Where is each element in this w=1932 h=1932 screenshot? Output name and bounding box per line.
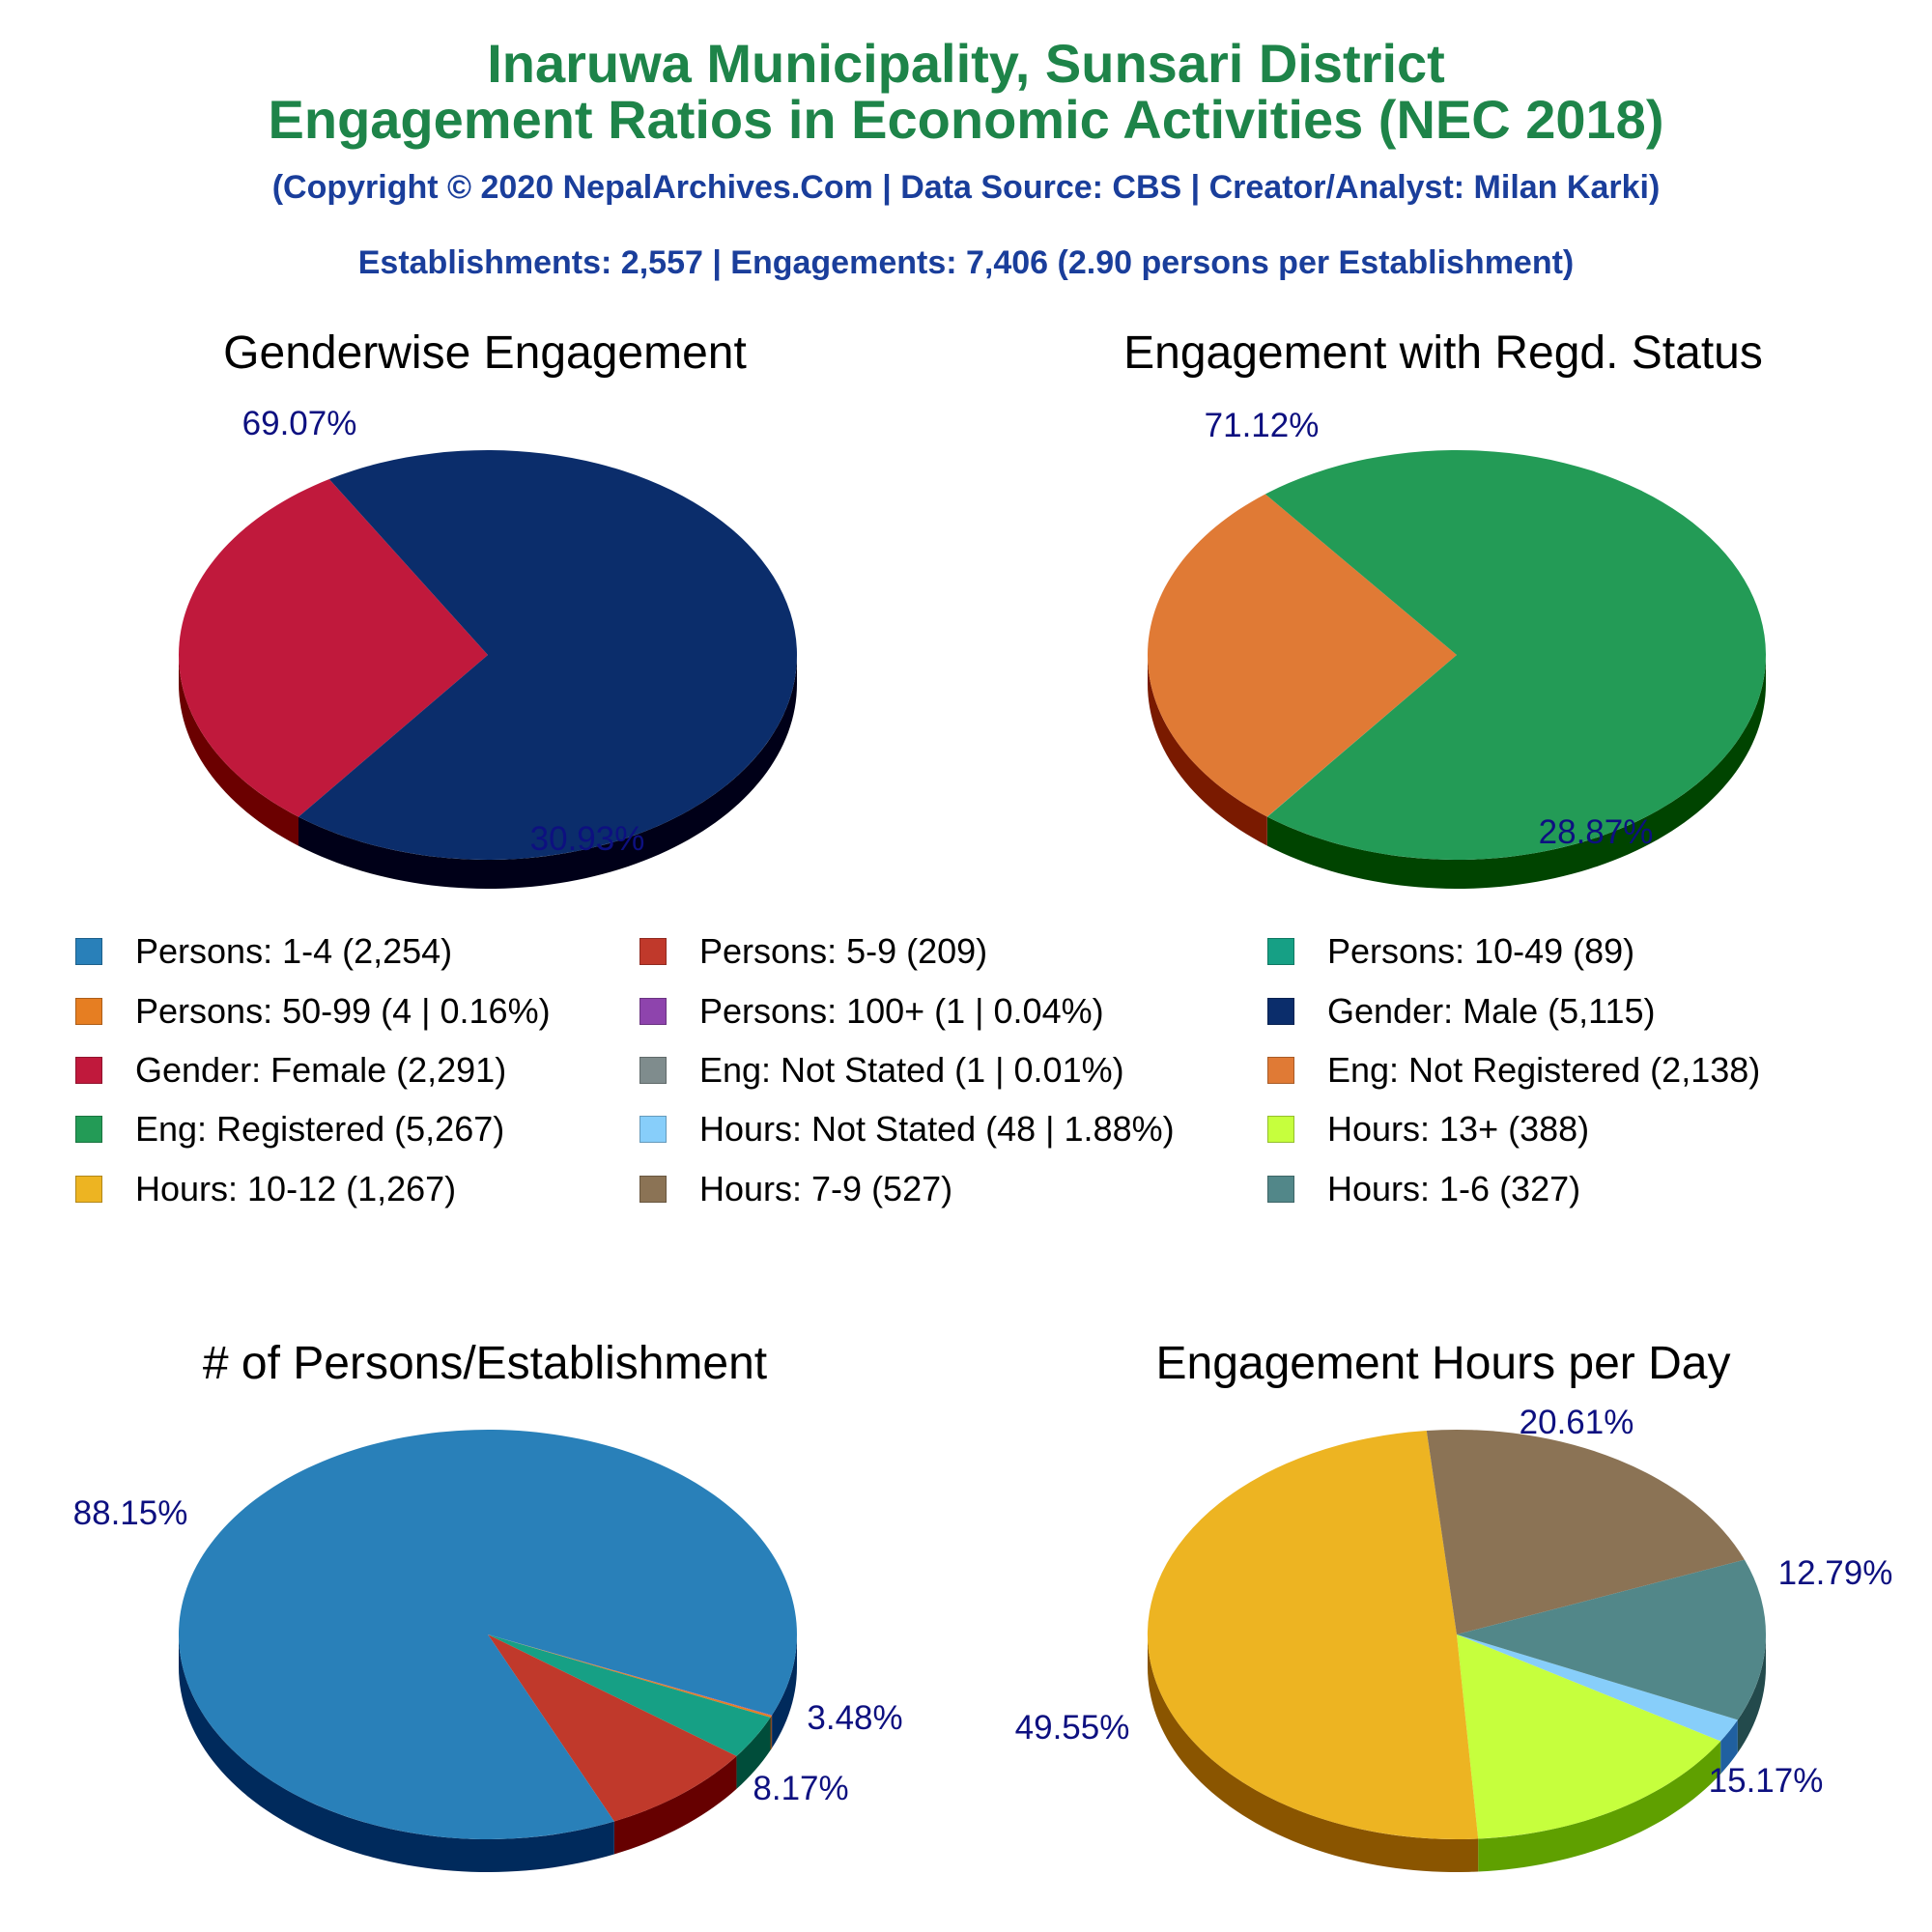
pie-side-eng-not-registered [1148,655,1267,846]
legend-label: Persons: 100+ (1 | 0.04%) [699,991,1104,1031]
persons-pie-title: # of Persons/Establishment [202,1338,768,1389]
legend-swatch [75,938,102,965]
pct-label-persons-5-9: 8.17% [753,1770,848,1807]
pie-side-eng-registered [1267,655,1766,889]
legend-label: Hours: 13+ (388) [1327,1109,1590,1149]
legend-label: Hours: 10-12 (1,267) [135,1169,457,1208]
pie-side-persons-1-4 [179,1634,614,1872]
legend-item: Hours: 1-6 (327) [1267,1165,1580,1213]
legend-item: Persons: 10-49 (89) [1267,927,1634,976]
legend-item: Eng: Registered (5,267) [75,1105,504,1153]
pct-label-hours-1-6: 12.79% [1778,1554,1893,1592]
pie-slice-hours-7-9 [1426,1429,1745,1634]
legend-swatch [1267,1057,1294,1084]
pie-slice-persons-50-99 [488,1634,772,1718]
pie-side-hours-1-6 [1737,1634,1766,1753]
pie-slice-eng-not-stated [1266,655,1457,817]
regd-status-pie-title: Engagement with Regd. Status [1123,327,1763,379]
legend-swatch [1267,998,1294,1025]
legend-label: Hours: 1-6 (327) [1327,1169,1581,1208]
chart-title-line-2: Engagement Ratios in Economic Activities… [268,89,1664,150]
legend-item: Hours: 13+ (388) [1267,1105,1589,1153]
legend-swatch [639,1176,667,1203]
pie-slice-persons-100 [488,1634,773,1717]
legend-label: Persons: 10-49 (89) [1327,931,1635,971]
legend: Persons: 1-4 (2,254) Persons: 5-9 (209) Pe… [0,927,1932,1236]
legend-label: Gender: Male (5,115) [1327,991,1656,1031]
legend-label: Eng: Not Stated (1 | 0.01%) [699,1050,1124,1090]
legend-label: Hours: 7-9 (527) [699,1169,953,1208]
legend-item: Gender: Female (2,291) [75,1046,506,1094]
legend-item: Eng: Not Registered (2,138) [1267,1046,1760,1094]
legend-swatch [75,1116,102,1143]
legend-swatch [1267,1176,1294,1203]
pie-slice-eng-not-registered [1147,494,1457,817]
pct-label-eng-registered: 71.12% [1205,407,1320,444]
legend-swatch [75,1057,102,1084]
legend-swatch [1267,938,1294,965]
pie-side-hours-10-12 [1148,1634,1479,1872]
pie-slice-persons-1-4 [178,1430,797,1840]
legend-label: Eng: Not Registered (2,138) [1327,1050,1761,1090]
pct-label-gender-female: 30.93% [530,820,645,858]
pie-side-persons-10-49 [736,1717,771,1789]
legend-label: Eng: Registered (5,267) [135,1109,505,1149]
legend-label: Hours: Not Stated (48 | 1.88%) [699,1109,1175,1149]
legend-swatch [639,1057,667,1084]
legend-swatch [639,1116,667,1143]
legend-swatch [1267,1116,1294,1143]
legend-item: Hours: Not Stated (48 | 1.88%) [639,1105,1175,1153]
persons-pie: 3.48% 8.17% 88.15% [73,1430,903,1872]
legend-swatch [639,938,667,965]
pie-slice-hours-13 [1457,1634,1721,1839]
legend-label: Persons: 5-9 (209) [699,931,988,971]
summary-stats: Establishments: 2,557 | Engagements: 7,4… [357,244,1575,281]
legend-item: Eng: Not Stated (1 | 0.01%) [639,1046,1124,1094]
regd-pie: 28.87% 71.12% [1147,407,1766,889]
legend-item: Persons: 1-4 (2,254) [75,927,452,976]
legend-label: Gender: Female (2,291) [135,1050,507,1090]
pie-side-persons-1-4 [772,1634,797,1748]
pie-side-gender-male [298,655,797,889]
pie-slice-hours-10-12 [1147,1431,1479,1840]
legend-item: Persons: 5-9 (209) [639,927,987,976]
gender-pie-title: Genderwise Engagement [223,327,747,379]
pie-side-hours-13 [1478,1741,1721,1872]
pie-side-gender-female [179,655,298,846]
pie-side-hours-not-stated [1720,1719,1738,1775]
pct-label-gender-male: 69.07% [242,405,357,442]
pie-side-persons-5-9 [613,1755,737,1855]
pie-side-persons-50-99 [770,1716,772,1750]
pie-slice-persons-5-9 [488,1634,737,1822]
pct-label-eng-not-registered: 28.87% [1539,813,1654,851]
legend-item: Persons: 50-99 (4 | 0.16%) [75,987,551,1036]
legend-swatch [639,998,667,1025]
pie-slice-gender-female [179,479,489,817]
pie-slice-gender-male [298,450,798,861]
chart-title-line-1: Inaruwa Municipality, Sunsari District [487,33,1445,94]
pie-slice-eng-registered [1264,449,1766,860]
pie-slice-persons-10-49 [488,1634,771,1756]
pct-label-hours-13: 15.17% [1709,1762,1824,1800]
pie-slice-hours-not-stated [1457,1634,1738,1742]
legend-swatch [75,998,102,1025]
pie-slice-hours-1-6 [1457,1559,1767,1720]
legend-item: Gender: Male (5,115) [1267,987,1656,1036]
pct-label-hours-7-9: 20.61% [1520,1404,1634,1441]
hours-pie-title: Engagement Hours per Day [1155,1338,1731,1389]
legend-label: Persons: 1-4 (2,254) [135,931,453,971]
legend-item: Hours: 10-12 (1,267) [75,1165,456,1213]
pct-label-persons-1-4: 88.15% [73,1494,188,1532]
gender-pie: 30.93% 69.07% [179,405,798,889]
legend-label: Persons: 50-99 (4 | 0.16%) [135,991,551,1031]
legend-swatch [75,1176,102,1203]
pct-label-hours-10-12: 49.55% [1015,1709,1130,1747]
legend-item: Persons: 100+ (1 | 0.04%) [639,987,1104,1036]
pct-label-persons-10-49: 3.48% [807,1699,902,1737]
legend-item: Hours: 7-9 (527) [639,1165,952,1213]
copyright-subtitle: (Copyright © 2020 NepalArchives.Com | Da… [271,169,1661,206]
hours-pie: 15.17% 49.55% 20.61% 12.79% [1015,1404,1893,1872]
